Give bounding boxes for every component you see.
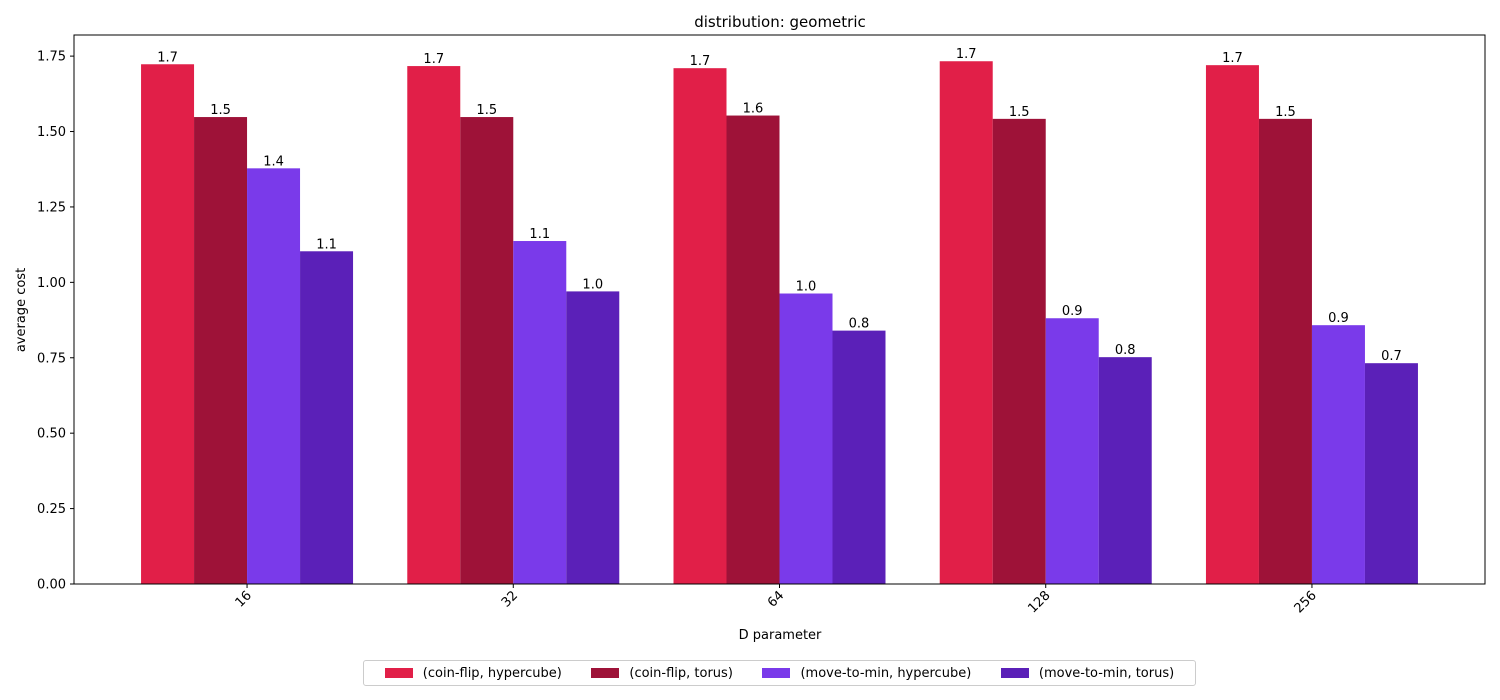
chart-title: distribution: geometric bbox=[694, 13, 866, 31]
x-tick-label: 32 bbox=[499, 588, 521, 610]
data-label: 1.4 bbox=[263, 154, 284, 169]
x-axis-label: D parameter bbox=[739, 628, 822, 643]
y-tick-label: 1.25 bbox=[37, 200, 66, 215]
data-label: 1.5 bbox=[1009, 105, 1030, 120]
plot-frame bbox=[73, 34, 1486, 585]
y-tick-label: 1.75 bbox=[37, 50, 66, 65]
legend-item: (coin-flip, torus) bbox=[591, 666, 733, 681]
data-label: 1.7 bbox=[956, 47, 977, 62]
y-tick-label: 0.50 bbox=[37, 427, 66, 442]
x-tick-label: 64 bbox=[765, 588, 787, 610]
legend-item: (move-to-min, torus) bbox=[1000, 665, 1175, 681]
bar bbox=[1364, 363, 1418, 584]
legend-swatch bbox=[1000, 668, 1029, 678]
data-label: 0.9 bbox=[1328, 311, 1349, 326]
bar bbox=[673, 68, 727, 584]
bar bbox=[939, 61, 993, 584]
data-label: 0.7 bbox=[1381, 349, 1402, 364]
bar bbox=[1045, 318, 1099, 584]
data-label: 0.8 bbox=[1115, 343, 1136, 358]
legend-item: (coin-flip, hypercube) bbox=[384, 665, 562, 681]
x-tick-label: 128 bbox=[1025, 588, 1053, 616]
y-tick-label: 0.00 bbox=[37, 578, 66, 593]
y-axis-label: average cost bbox=[14, 268, 29, 352]
bar bbox=[513, 241, 567, 584]
x-tick-label: 256 bbox=[1292, 588, 1320, 616]
bar bbox=[194, 117, 248, 585]
data-label: 1.0 bbox=[796, 280, 817, 295]
bar bbox=[726, 115, 780, 585]
legend-swatch bbox=[384, 668, 413, 678]
data-label: 1.7 bbox=[690, 54, 711, 69]
plot-area: 0.00 0.25 0.50 0.75 1.00 1.25 1.50 1.75 1.7 1.5 1.… bbox=[37, 34, 1486, 616]
legend-label: (coin-flip, torus) bbox=[629, 665, 733, 681]
legend-item: (move-to-min, hypercube) bbox=[762, 666, 971, 681]
data-label: 1.1 bbox=[529, 227, 550, 242]
bar bbox=[407, 66, 461, 585]
data-label: 0.8 bbox=[849, 317, 870, 332]
bar bbox=[460, 117, 514, 585]
y-tick-label: 0.25 bbox=[37, 502, 66, 517]
bar bbox=[1205, 65, 1259, 584]
data-label: 1.7 bbox=[157, 50, 178, 65]
data-label: 1.7 bbox=[423, 52, 444, 67]
legend-swatch bbox=[591, 668, 620, 678]
bar bbox=[832, 330, 886, 584]
bar bbox=[1311, 325, 1365, 584]
legend-label: (move-to-min, hypercube) bbox=[800, 665, 972, 681]
bar bbox=[1258, 118, 1312, 584]
data-label: 1.7 bbox=[1222, 51, 1243, 66]
data-label: 1.5 bbox=[1275, 105, 1296, 120]
bar bbox=[1098, 357, 1152, 584]
legend-label: (coin-flip, hypercube) bbox=[422, 665, 562, 681]
data-label: 1.6 bbox=[743, 102, 764, 117]
x-tick-label: 16 bbox=[233, 588, 255, 610]
data-label: 1.1 bbox=[316, 237, 337, 252]
bar bbox=[566, 291, 620, 584]
bar bbox=[141, 64, 195, 584]
bar bbox=[247, 168, 301, 585]
data-label: 1.5 bbox=[476, 103, 497, 118]
y-tick-label: 1.50 bbox=[37, 125, 66, 140]
bar bbox=[992, 118, 1046, 584]
y-tick-label: 1.00 bbox=[37, 276, 66, 291]
data-label: 1.0 bbox=[582, 277, 603, 292]
legend-swatch bbox=[762, 668, 791, 678]
data-label: 1.5 bbox=[210, 103, 231, 118]
y-tick-label: 0.75 bbox=[37, 351, 66, 366]
data-label: 0.9 bbox=[1062, 304, 1083, 319]
legend: (coin-flip, hypercube) (coin-flip, torus)… bbox=[363, 660, 1196, 686]
bar bbox=[300, 251, 354, 585]
legend-label: (move-to-min, torus) bbox=[1038, 665, 1175, 681]
bar bbox=[779, 293, 833, 584]
